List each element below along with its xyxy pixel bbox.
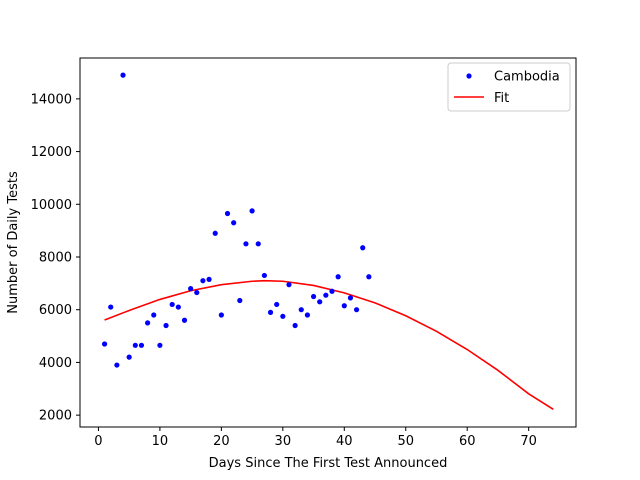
scatter-point <box>329 288 335 294</box>
fit-line-layer <box>104 279 554 411</box>
scatter-point <box>194 289 200 296</box>
scatter-point <box>298 307 304 313</box>
scatter-point <box>292 322 298 329</box>
scatter-point <box>353 307 360 313</box>
scatter-point <box>212 230 218 236</box>
x-axis-label: Days Since The First Test Announced <box>209 456 448 471</box>
x-tick-label: 30 <box>275 434 292 449</box>
plot-area <box>80 58 576 427</box>
plot-frame <box>79 57 577 428</box>
scatter-point <box>255 241 261 247</box>
scatter-point <box>206 276 212 282</box>
x-tick-label: 10 <box>152 434 169 449</box>
scatter-point <box>243 241 249 247</box>
legend-marker-cambodia <box>466 73 472 79</box>
scatter-point <box>151 312 157 318</box>
scatter-point <box>120 72 126 78</box>
x-tick-label: 40 <box>336 434 353 449</box>
scatter-point <box>218 312 224 318</box>
scatter-point <box>114 362 120 368</box>
scatter-point <box>341 303 347 309</box>
scatter-point <box>175 304 181 310</box>
y-tick-label: 6000 <box>39 303 72 318</box>
scatter-point <box>108 304 114 310</box>
scatter-point <box>360 245 366 251</box>
x-tick-label: 0 <box>94 434 102 449</box>
y-tick-label: 14000 <box>31 92 72 107</box>
y-axis-ticks: 2000 4000 6000 8000 10000 12000 14000 <box>31 92 80 424</box>
scatter-point <box>286 282 292 288</box>
x-tick-label: 50 <box>397 434 414 449</box>
y-tick-label: 8000 <box>39 250 72 265</box>
scatter-point <box>249 208 255 214</box>
x-axis-ticks: 0 10 20 30 40 50 60 70 <box>94 427 537 449</box>
x-tick-label: 60 <box>459 434 476 449</box>
y-tick-label: 12000 <box>31 145 72 160</box>
scatter-point <box>169 301 175 308</box>
scatter-point <box>347 295 354 301</box>
x-tick-label: 20 <box>213 434 230 449</box>
scatter-point <box>317 299 323 305</box>
scatter-point <box>231 220 237 226</box>
fit-line <box>104 279 554 411</box>
scatter-point <box>157 342 163 348</box>
y-tick-label: 10000 <box>31 198 72 213</box>
scatter-point <box>126 354 132 360</box>
y-axis-label: Number of Daily Tests <box>6 171 21 314</box>
scatter-point <box>304 312 311 318</box>
scatter-point <box>310 293 317 300</box>
legend-label-cambodia: Cambodia <box>494 70 560 85</box>
legend-label-fit: Fit <box>494 91 509 106</box>
y-tick-label: 2000 <box>39 409 72 424</box>
scatter-point <box>200 278 206 284</box>
scatter-point <box>101 341 108 347</box>
scatter-point <box>181 317 188 323</box>
scatter-point <box>138 342 145 348</box>
legend: Cambodia Fit <box>447 62 571 112</box>
scatter-point <box>335 274 341 280</box>
scatter-point <box>274 301 280 308</box>
scatter-point <box>237 297 243 304</box>
scatter-point <box>323 292 329 298</box>
scatter-point <box>188 286 194 292</box>
scatter-point <box>261 272 267 279</box>
scatter-point <box>280 313 286 319</box>
scatter-point <box>366 274 372 280</box>
scatter-point <box>145 320 151 326</box>
y-tick-label: 4000 <box>39 356 72 371</box>
scatter-point <box>163 322 169 329</box>
scatter-point <box>267 309 274 315</box>
scatter-point <box>132 342 138 348</box>
scatter-point <box>224 210 231 217</box>
x-tick-label: 70 <box>520 434 537 449</box>
legend-box <box>447 62 571 112</box>
scatter-points-layer <box>101 72 372 368</box>
